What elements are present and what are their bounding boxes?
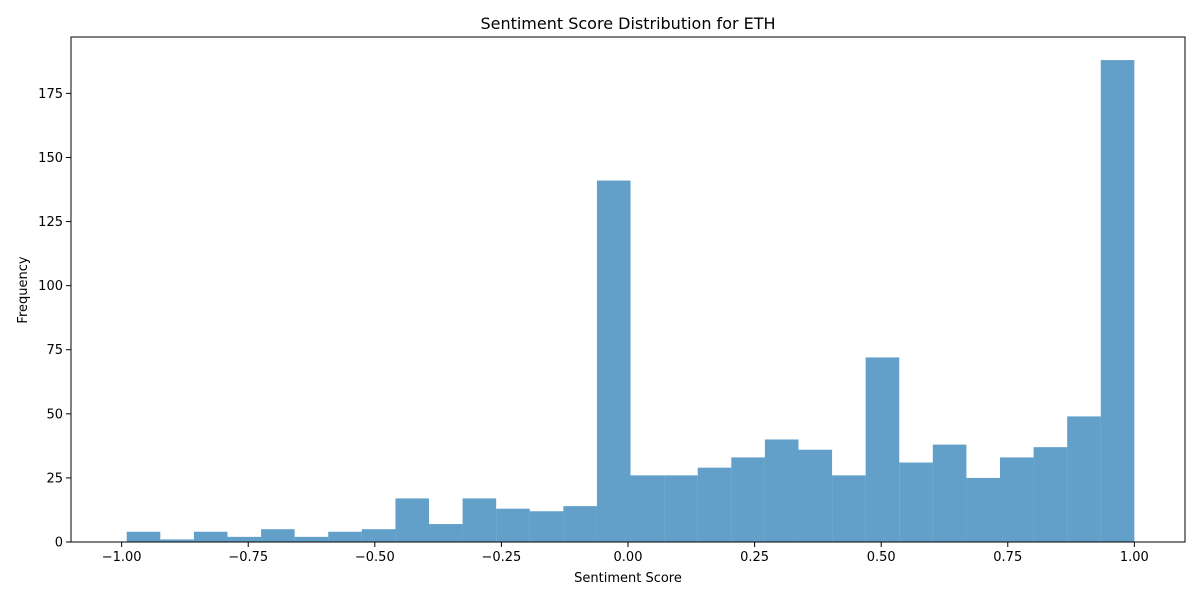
histogram-bar [596, 180, 631, 543]
histogram-bar [865, 357, 900, 542]
y-tick-label: 125 [38, 215, 63, 230]
histogram-bar [630, 475, 665, 542]
histogram-bar [160, 539, 194, 542]
histogram-bar [462, 498, 497, 542]
histogram-bar [798, 449, 833, 542]
histogram-bar [563, 506, 597, 542]
y-axis-ticks: 0 25 50 75 100 125 150 175 [38, 87, 71, 551]
y-tick-label: 100 [38, 279, 63, 294]
x-tick-label: 0.25 [740, 550, 769, 565]
histogram-bar [193, 531, 228, 542]
y-tick-label: 175 [38, 87, 63, 102]
y-axis-label: Frequency [16, 256, 31, 323]
y-tick-label: 50 [46, 407, 63, 422]
histogram-bar [764, 439, 799, 542]
histogram-bar [227, 536, 262, 542]
histogram-bar [395, 498, 429, 542]
x-tick-label: 1.00 [1120, 550, 1149, 565]
plot-frame [70, 36, 1186, 543]
histogram-bar [529, 511, 564, 542]
histogram-bar [932, 444, 967, 542]
histogram-bar [126, 531, 161, 542]
histogram-bar [361, 529, 396, 542]
y-tick-label: 0 [55, 536, 63, 551]
histogram-bar [832, 475, 866, 542]
y-tick-label: 75 [46, 343, 63, 358]
histogram-bar [328, 531, 362, 542]
histogram-bar [1000, 457, 1034, 542]
histogram-bar [1100, 60, 1135, 542]
x-tick-label: −1.00 [102, 550, 142, 565]
histogram-bar [428, 524, 463, 542]
histogram-bar [966, 477, 1001, 542]
x-tick-label: 0.00 [614, 550, 643, 565]
histogram-bar [664, 475, 698, 542]
chart-title: Sentiment Score Distribution for ETH [480, 14, 775, 33]
bars-group [126, 60, 1135, 543]
x-axis-ticks: −1.00 −0.75 −0.50 −0.25 0.00 0.25 0.50 0.75 1.00 [102, 542, 1149, 565]
histogram-bar [1033, 447, 1068, 542]
x-axis-label: Sentiment Score [574, 571, 682, 586]
y-tick-label: 25 [46, 471, 63, 486]
x-tick-label: 0.50 [867, 550, 896, 565]
histogram-bar [731, 457, 765, 542]
histogram-bar [1067, 416, 1101, 542]
histogram-bar [899, 462, 933, 542]
histogram-bar [261, 529, 295, 542]
histogram-bar [294, 536, 329, 542]
histogram-bar [496, 508, 530, 542]
histogram-bar [697, 467, 732, 542]
x-tick-label: 0.75 [993, 550, 1022, 565]
x-tick-label: −0.75 [228, 550, 268, 565]
y-tick-label: 150 [38, 151, 63, 166]
x-tick-label: −0.50 [355, 550, 395, 565]
x-tick-label: −0.25 [481, 550, 521, 565]
